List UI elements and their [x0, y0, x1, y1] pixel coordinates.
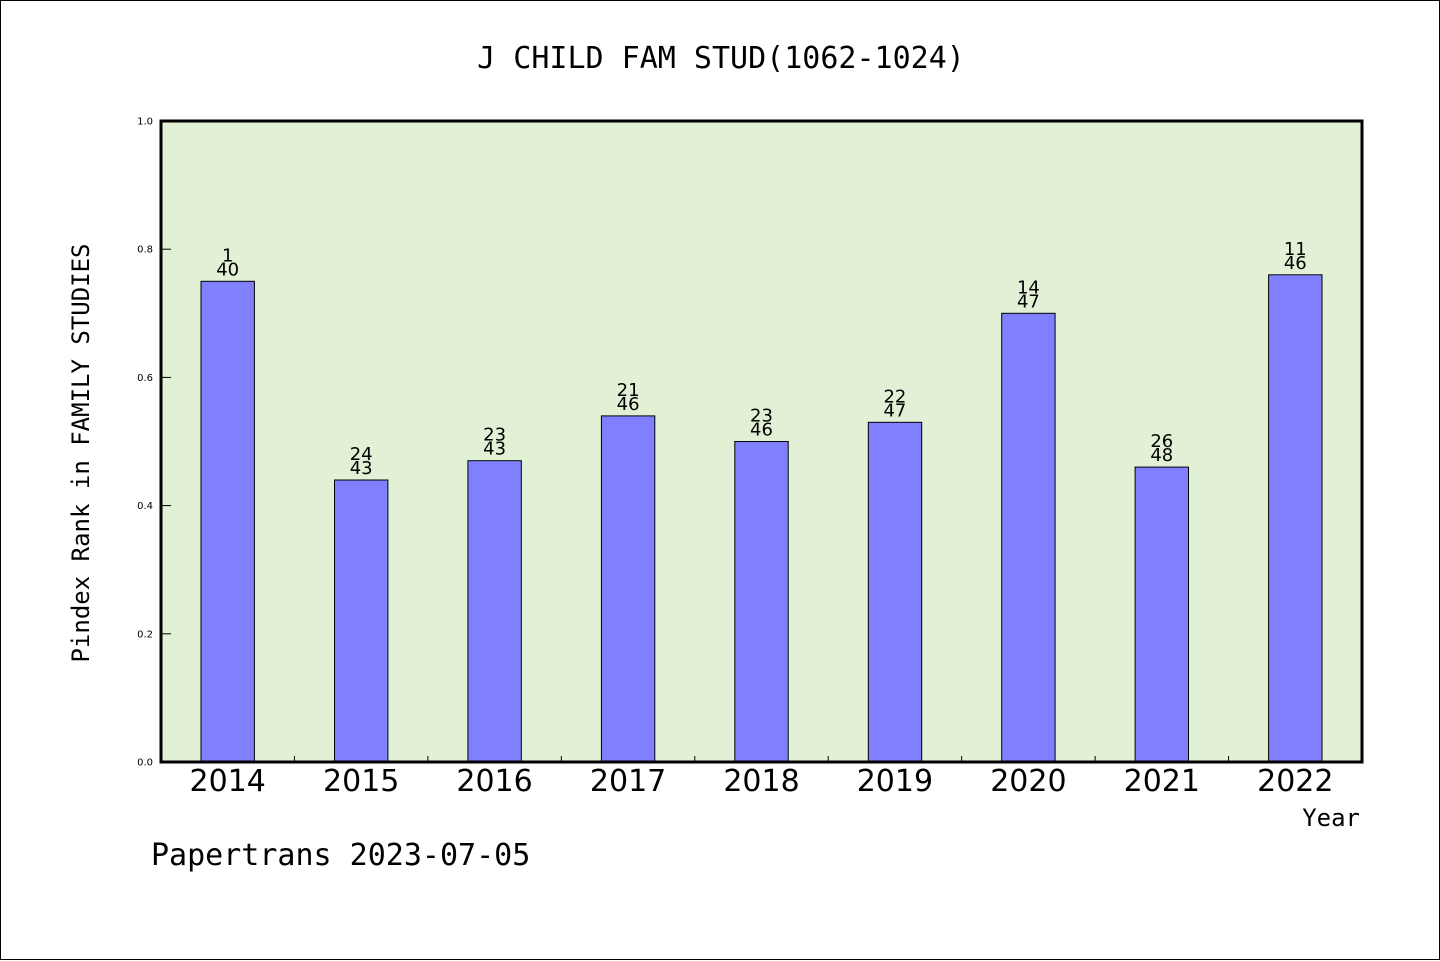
y-tick-label: 1.0: [137, 117, 153, 128]
bar-rank-label: 24: [350, 444, 373, 465]
bar-total-label: 48: [1150, 445, 1173, 466]
x-tick-label: 2014: [190, 764, 266, 799]
bar-2016: [467, 460, 522, 763]
bars-layer: [200, 274, 1323, 763]
bar-total-label: 43: [483, 439, 506, 460]
y-tick-label: 0.8: [137, 245, 153, 256]
bar-rank-label: 21: [617, 380, 640, 401]
x-axis-label: Year: [1302, 804, 1360, 832]
x-tick-label: 2016: [456, 764, 532, 799]
bar-total-label: 46: [617, 394, 640, 415]
bar-2022: [1268, 274, 1323, 763]
bar-total-label: 40: [216, 259, 239, 280]
x-axis: 2014 2015 2016 2017 2018 2019 2020 2021 2022: [190, 756, 1333, 799]
bar-2017: [600, 415, 656, 763]
bar-rank-label: 26: [1150, 431, 1173, 452]
y-tick-label: 0.0: [137, 758, 153, 769]
chart-title: J CHILD FAM STUD(1062-1024): [477, 41, 965, 76]
bar-total-label: 46: [750, 420, 773, 441]
bar-rank-label: 11: [1284, 239, 1307, 260]
x-tick-label: 2020: [990, 764, 1066, 799]
bar-total-label: 43: [350, 458, 373, 479]
y-axis-label: Pindex Rank in FAMILY STUDIES: [67, 243, 95, 662]
bar-2014: [200, 280, 255, 763]
x-tick-label: 2022: [1257, 764, 1333, 799]
bar-rank-label: 14: [1017, 277, 1040, 298]
bar-rank-label: 23: [483, 425, 506, 446]
y-tick-label: 0.4: [137, 501, 153, 512]
x-tick-label: 2015: [323, 764, 399, 799]
footer-watermark: Papertrans 2023-07-05: [151, 838, 530, 873]
bar-2018: [734, 441, 789, 763]
x-tick-label: 2019: [857, 764, 933, 799]
plot-border: [159, 119, 1364, 764]
y-tick-label: 0.6: [137, 373, 153, 384]
bar-total-label: 47: [1017, 291, 1040, 312]
x-tick-label: 2018: [723, 764, 799, 799]
bar-2015: [334, 479, 389, 763]
bar-rank-label: 1: [222, 245, 233, 266]
bar-rank-label: 23: [750, 406, 773, 427]
bar-rank-label: 22: [883, 386, 906, 407]
y-tick-label: 0.2: [137, 629, 153, 640]
bar-total-label: 46: [1284, 253, 1307, 274]
bar-2021: [1134, 466, 1189, 763]
bar-total-label: 47: [883, 400, 906, 421]
bar-2019: [867, 421, 923, 763]
x-tick-label: 2017: [590, 764, 666, 799]
bar-2020: [1001, 312, 1056, 763]
x-tick-label: 2021: [1124, 764, 1200, 799]
